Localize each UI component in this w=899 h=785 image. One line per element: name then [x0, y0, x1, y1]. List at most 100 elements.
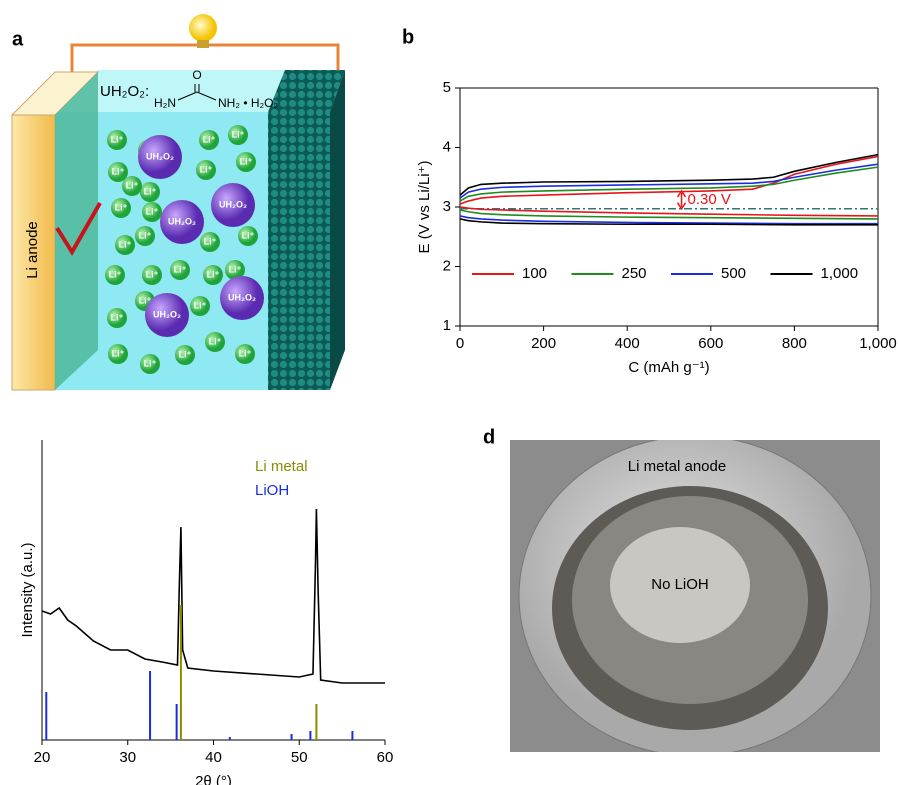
- uh2o2-label: UH₂O₂: [153, 309, 181, 319]
- formula-label: UH₂O₂:: [100, 83, 149, 100]
- y-tick-label: 1: [443, 317, 451, 334]
- li-ion: [199, 130, 219, 150]
- uh2o2-molecule: [160, 200, 204, 244]
- legend-label: Li metal: [255, 458, 308, 475]
- check-mark: [55, 202, 102, 256]
- li-ion-label: Li⁺: [232, 129, 245, 139]
- cathode-side: [330, 70, 345, 390]
- li-ion-label: Li⁺: [112, 348, 125, 358]
- structure-oxygen: O: [192, 68, 201, 82]
- li-ion-label: Li⁺: [109, 269, 122, 279]
- anode-front: [11, 114, 56, 391]
- li-ion: [108, 344, 128, 364]
- li-ion-label: Li⁺: [207, 269, 220, 279]
- y-tick-label: 2: [443, 257, 451, 274]
- x-tick-label: 200: [531, 335, 556, 352]
- li-ion-label: Li⁺: [209, 336, 222, 346]
- x-tick-label: 1,000: [859, 335, 897, 352]
- uh2o2-molecule: [145, 293, 189, 337]
- li-ion: [205, 332, 225, 352]
- li-ion: [107, 130, 127, 150]
- x-tick-label: 60: [377, 749, 394, 766]
- cathode-front: [268, 112, 330, 390]
- li-ion-label: Li⁺: [179, 349, 192, 359]
- li-ion-label: Li⁺: [174, 264, 187, 274]
- uh2o2-label: UH₂O₂: [219, 199, 247, 209]
- photo: [510, 440, 880, 752]
- y-tick-label: 4: [443, 138, 451, 155]
- uh2o2-label: UH₂O₂: [146, 151, 174, 161]
- center-label: No LiOH: [651, 576, 709, 593]
- li-ion-label: Li⁺: [139, 230, 152, 240]
- legend-label: LiOH: [255, 482, 289, 499]
- anode-side: [55, 72, 98, 390]
- li-ion: [142, 265, 162, 285]
- arrow-head: [676, 189, 687, 211]
- bulb: [189, 14, 217, 42]
- li-ion: [108, 162, 128, 182]
- legend-label: 500: [721, 265, 746, 282]
- li-ion: [107, 308, 127, 328]
- li-ion: [235, 344, 255, 364]
- uh2o2-molecule: [138, 135, 182, 179]
- y-axis-label: Intensity (a.u.): [19, 542, 36, 637]
- x-tick-label: 800: [782, 335, 807, 352]
- li-ion-label: Li⁺: [203, 134, 216, 144]
- li-ion-label: Li⁺: [204, 236, 217, 246]
- series-line: [459, 163, 879, 225]
- li-ion: [122, 176, 142, 196]
- series-line: [459, 166, 879, 220]
- x-tick-label: 40: [205, 749, 222, 766]
- series-line: [459, 155, 879, 217]
- x-tick-label: 600: [698, 335, 723, 352]
- li-ion: [190, 296, 210, 316]
- uh2o2-molecule: [211, 183, 255, 227]
- li-ion: [225, 260, 245, 280]
- rim-label: Li metal anode: [628, 458, 726, 475]
- li-ion: [228, 125, 248, 145]
- li-ion-label: Li⁺: [229, 264, 242, 274]
- li-ion: [140, 354, 160, 374]
- cathode-top: [268, 70, 345, 112]
- li-ion: [196, 160, 216, 180]
- li-ion-label: Li⁺: [111, 134, 124, 144]
- x-tick-label: 30: [119, 749, 136, 766]
- li-ion: [203, 265, 223, 285]
- li-ion-label: Li⁺: [139, 295, 152, 305]
- li-ion-label: Li⁺: [112, 166, 125, 176]
- clean-area: [610, 527, 750, 643]
- li-ion-label: Li⁺: [144, 186, 157, 196]
- series-line: [41, 508, 385, 684]
- li-ion: [142, 202, 162, 222]
- x-tick-label: 0: [456, 335, 464, 352]
- annotation: 0.30 V: [688, 191, 731, 208]
- li-ion-label: Li⁺: [146, 206, 159, 216]
- li-ion: [105, 265, 125, 285]
- li-ion-label: Li⁺: [115, 202, 128, 212]
- y-tick-label: 5: [443, 79, 451, 96]
- y-tick-label: 3: [443, 198, 451, 215]
- panel-d: Li metal anode No LiOH d: [483, 426, 880, 752]
- y-axis-label: E (V vs Li/Li⁺): [416, 161, 433, 254]
- li-ion-label: Li⁺: [194, 300, 207, 310]
- uh2o2-label: UH₂O₂: [228, 292, 256, 302]
- x-axis-label: 2θ (°): [195, 773, 232, 785]
- li-ion-label: Li⁺: [111, 312, 124, 322]
- li-ion: [236, 152, 256, 172]
- panel-a: Li anode UH₂O₂: O H₂N NH₂ • H₂O₂ Li⁺ Li⁺ L…: [10, 14, 345, 391]
- li-ion-label: Li⁺: [240, 156, 253, 166]
- series-line: [459, 153, 879, 226]
- li-ion: [175, 345, 195, 365]
- li-ion: [200, 232, 220, 252]
- li-ion: [111, 198, 131, 218]
- uh2o2-molecule: [220, 276, 264, 320]
- li-ion: [115, 235, 135, 255]
- panel-label: b: [402, 26, 414, 48]
- panel-label: a: [12, 28, 24, 50]
- legend-label: 1,000: [821, 265, 859, 282]
- li-ion: [238, 226, 258, 246]
- panel-label: d: [483, 426, 495, 448]
- x-axis-label: C (mAh g⁻¹): [628, 359, 709, 376]
- li-ion-label: Li⁺: [126, 180, 139, 190]
